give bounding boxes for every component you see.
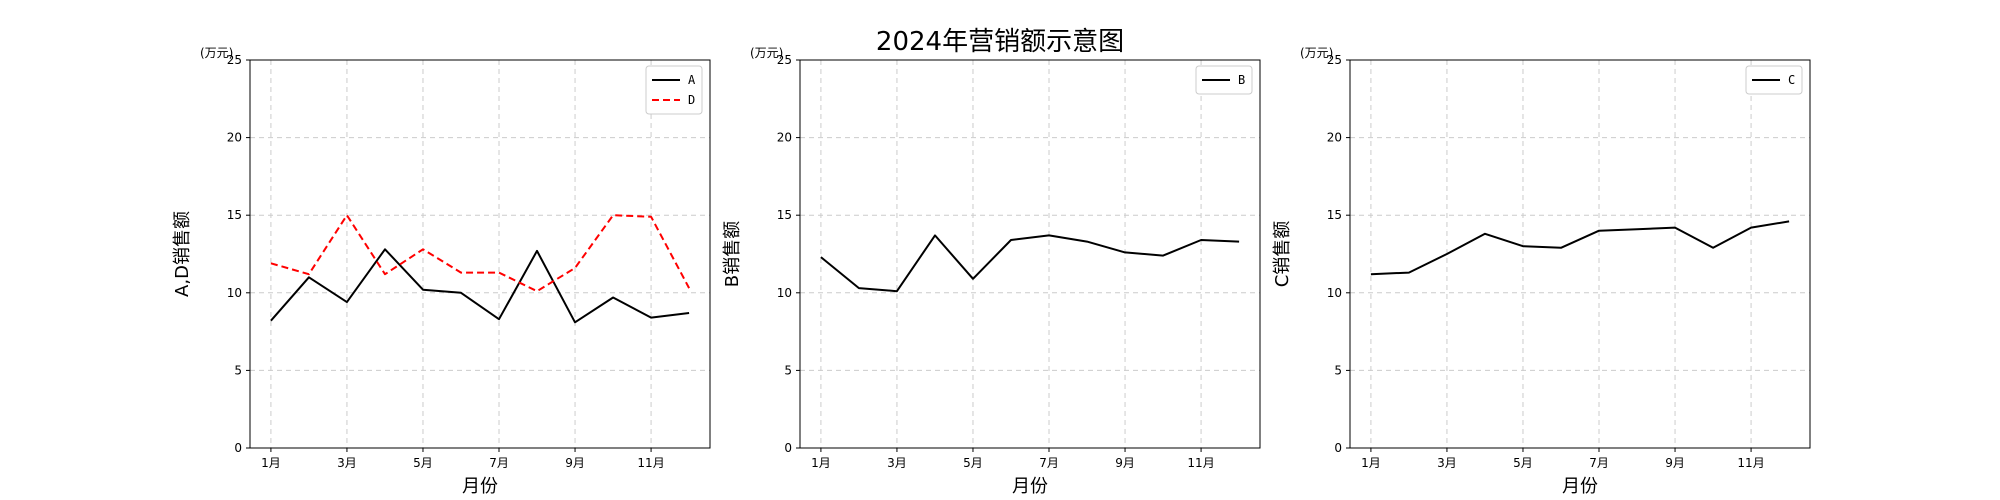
plot-frame [249, 59, 711, 449]
y-axis-label: C销售额 [1272, 221, 1293, 288]
y-tick-label: 20 [227, 131, 242, 145]
plot-frame [1349, 59, 1811, 449]
legend: AD [645, 65, 703, 115]
legend-label-D: D [688, 93, 695, 107]
y-unit-label: (万元) [1300, 46, 1333, 60]
legend-label-A: A [688, 73, 696, 87]
y-tick-label: 5 [784, 363, 792, 377]
y-unit-label: (万元) [750, 46, 783, 60]
x-tick-label: 7月 [489, 456, 509, 470]
x-tick-label: 5月 [1513, 456, 1533, 470]
y-tick-label: 25 [227, 53, 242, 67]
x-tick-label: 3月 [1437, 456, 1457, 470]
x-tick-label: 7月 [1589, 456, 1609, 470]
y-tick-label: 20 [777, 131, 792, 145]
y-tick-label: 10 [227, 286, 242, 300]
legend-box [645, 65, 703, 115]
y-tick-label: 10 [1327, 286, 1342, 300]
plot-frame [799, 59, 1261, 449]
y-tick-label: 5 [234, 363, 242, 377]
x-tick-label: 1月 [1361, 456, 1381, 470]
x-tick-label: 1月 [261, 456, 281, 470]
x-tick-label: 3月 [337, 456, 357, 470]
x-tick-label: 7月 [1039, 456, 1059, 470]
series-line-B [820, 234, 1240, 293]
legend: C [1745, 65, 1803, 95]
panel-1: 0 5 10 15 20 25 1月 3月 5月 7月 9月 11月 (万元) 月份 A,D销售额 AD [172, 46, 711, 497]
x-tick-label: 11月 [1737, 456, 1764, 470]
x-tick-label: 11月 [637, 456, 664, 470]
panel-3: 0 5 10 15 20 25 1月 3月 5月 7月 9月 11月 (万元) 月份 C销售额 C [1272, 46, 1811, 497]
y-unit-label: (万元) [200, 46, 233, 60]
x-tick-label: 9月 [1665, 456, 1685, 470]
x-axis-label: 月份 [1012, 476, 1048, 497]
y-tick-label: 15 [227, 208, 242, 222]
y-tick-label: 0 [234, 441, 242, 455]
legend: B [1195, 65, 1253, 95]
legend-label-C: C [1788, 73, 1795, 87]
y-tick-label: 0 [1334, 441, 1342, 455]
y-tick-label: 15 [1327, 208, 1342, 222]
x-tick-label: 5月 [413, 456, 433, 470]
y-tick-label: 15 [777, 208, 792, 222]
y-tick-label: 25 [1327, 53, 1342, 67]
y-axis-label: A,D销售额 [172, 211, 193, 297]
y-axis-label: B销售额 [722, 221, 743, 287]
x-tick-label: 3月 [887, 456, 907, 470]
x-tick-label: 9月 [1115, 456, 1135, 470]
x-axis-label: 月份 [1562, 476, 1598, 497]
y-tick-label: 20 [1327, 131, 1342, 145]
series-line-A [270, 248, 690, 324]
panel-2: 0 5 10 15 20 25 1月 3月 5月 7月 9月 11月 (万元) 月份 B销售额 B [722, 46, 1261, 497]
x-tick-label: 5月 [963, 456, 983, 470]
y-tick-label: 10 [777, 286, 792, 300]
y-tick-label: 0 [784, 441, 792, 455]
y-tick-label: 25 [777, 53, 792, 67]
chart-title: 2024年营销额示意图 [876, 27, 1124, 57]
series-line-C [1370, 220, 1790, 276]
x-tick-label: 9月 [565, 456, 585, 470]
x-tick-label: 1月 [811, 456, 831, 470]
y-tick-label: 5 [1334, 363, 1342, 377]
legend-label-B: B [1238, 73, 1245, 87]
x-tick-label: 11月 [1187, 456, 1214, 470]
series-line-D [270, 214, 690, 293]
x-axis-label: 月份 [462, 476, 498, 497]
